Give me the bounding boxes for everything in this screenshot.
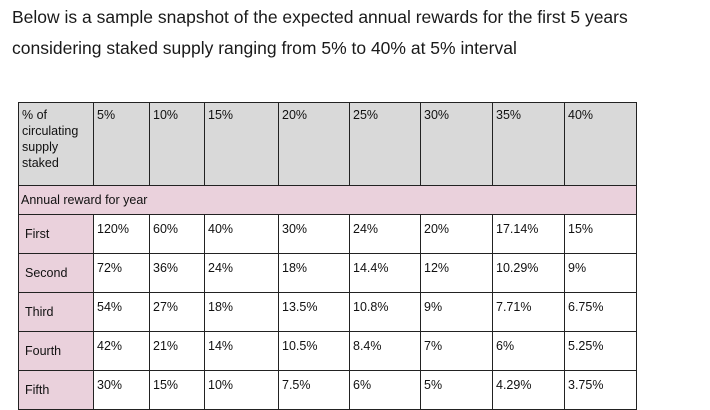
table-cell: 9%: [564, 253, 637, 293]
table-cell: 12%: [420, 253, 493, 293]
table-cell: 8.4%: [349, 331, 421, 371]
intro-line-1: Below is a sample snapshot of the expect…: [12, 7, 628, 27]
table-cell: 15%: [149, 370, 205, 410]
table-cell: 6.75%: [564, 292, 637, 332]
column-header: 15%: [204, 102, 279, 186]
table-cell: 5%: [420, 370, 493, 410]
section-label: Annual reward for year: [18, 185, 637, 215]
intro-paragraph: Below is a sample snapshot of the expect…: [12, 2, 702, 64]
table-cell: 13.5%: [278, 292, 350, 332]
table-header-row: % of circulating supply staked 5% 10% 15…: [18, 102, 637, 186]
table-cell: 6%: [349, 370, 421, 410]
table-cell: 72%: [93, 253, 150, 293]
table-cell: 10.5%: [278, 331, 350, 371]
table-cell: 30%: [278, 214, 350, 254]
table-cell: 42%: [93, 331, 150, 371]
column-header: 5%: [93, 102, 150, 186]
table-cell: 5.25%: [564, 331, 637, 371]
table-cell: 6%: [492, 331, 565, 371]
table-row: Second 72% 36% 24% 18% 14.4% 12% 10.29% …: [18, 253, 637, 293]
table-cell: 4.29%: [492, 370, 565, 410]
table-cell: 10%: [204, 370, 279, 410]
column-header: 40%: [564, 102, 637, 186]
table-cell: 36%: [149, 253, 205, 293]
table-cell: 14%: [204, 331, 279, 371]
table-cell: 3.75%: [564, 370, 637, 410]
intro-line-2: considering staked supply ranging from 5…: [12, 38, 517, 58]
row-label: Fifth: [18, 370, 94, 410]
table-cell: 30%: [93, 370, 150, 410]
table-cell: 17.14%: [492, 214, 565, 254]
table-cell: 10.29%: [492, 253, 565, 293]
row-label: Second: [18, 253, 94, 293]
table-cell: 60%: [149, 214, 205, 254]
table-cell: 9%: [420, 292, 493, 332]
table-cell: 7.71%: [492, 292, 565, 332]
annual-reward-table: % of circulating supply staked 5% 10% 15…: [18, 102, 637, 410]
table-row: Fifth 30% 15% 10% 7.5% 6% 5% 4.29% 3.75%: [18, 370, 637, 410]
column-header: 25%: [349, 102, 421, 186]
table-cell: 40%: [204, 214, 279, 254]
row-label: Third: [18, 292, 94, 332]
table-cell: 20%: [420, 214, 493, 254]
table-row: Third 54% 27% 18% 13.5% 10.8% 9% 7.71% 6…: [18, 292, 637, 332]
table-row: First 120% 60% 40% 30% 24% 20% 17.14% 15…: [18, 214, 637, 254]
table-cell: 54%: [93, 292, 150, 332]
column-header: 10%: [149, 102, 205, 186]
table-cell: 7.5%: [278, 370, 350, 410]
table-cell: 10.8%: [349, 292, 421, 332]
section-row: Annual reward for year: [18, 185, 637, 215]
table-cell: 24%: [204, 253, 279, 293]
column-header: 20%: [278, 102, 350, 186]
table-cell: 24%: [349, 214, 421, 254]
table-cell: 27%: [149, 292, 205, 332]
table-cell: 7%: [420, 331, 493, 371]
column-header: 30%: [420, 102, 493, 186]
corner-header-cell: % of circulating supply staked: [18, 102, 94, 186]
table-cell: 18%: [204, 292, 279, 332]
column-header: 35%: [492, 102, 565, 186]
table-cell: 15%: [564, 214, 637, 254]
table-row: Fourth 42% 21% 14% 10.5% 8.4% 7% 6% 5.25…: [18, 331, 637, 371]
row-label: First: [18, 214, 94, 254]
table-cell: 120%: [93, 214, 150, 254]
table-cell: 14.4%: [349, 253, 421, 293]
table-cell: 18%: [278, 253, 350, 293]
table-cell: 21%: [149, 331, 205, 371]
row-label: Fourth: [18, 331, 94, 371]
